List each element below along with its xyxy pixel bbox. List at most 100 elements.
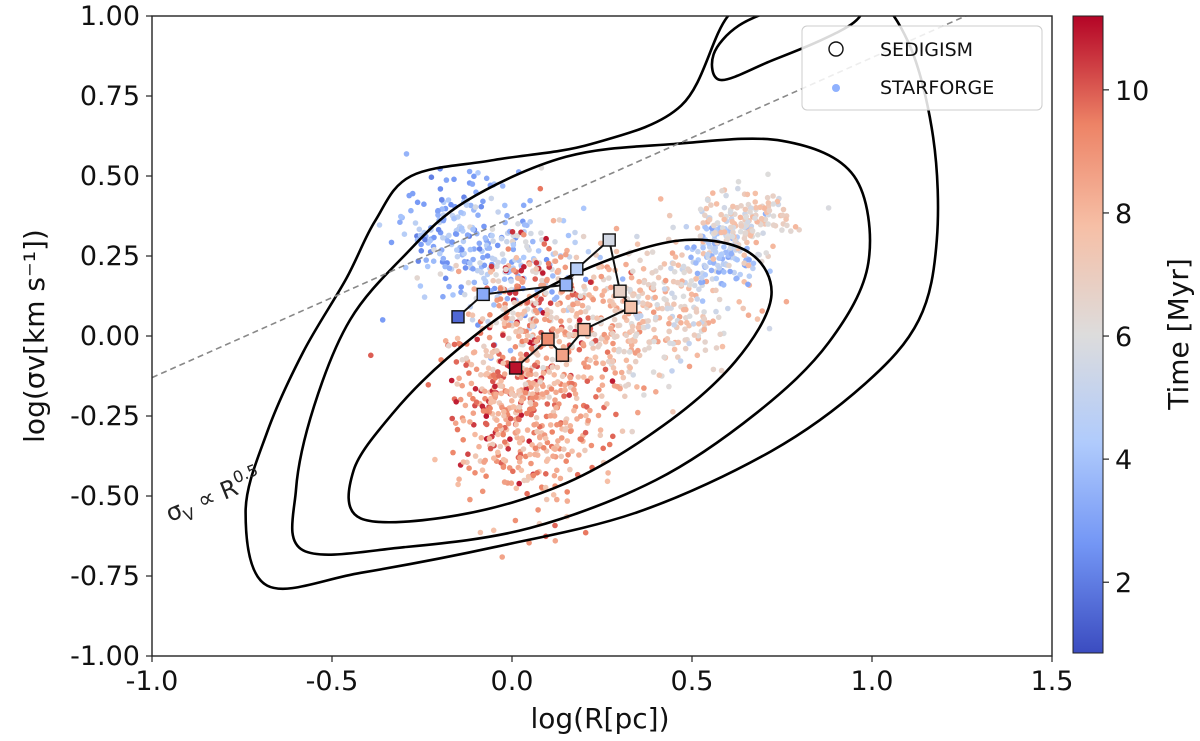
starforge-point [630,372,636,378]
colorbar-label: Time [Myr] [1162,258,1195,411]
starforge-point [572,239,578,246]
starforge-point [637,287,644,294]
starforge-point [628,342,635,348]
starforge-point [495,449,501,456]
starforge-point [699,275,705,281]
starforge-point [577,293,584,300]
starforge-point [421,294,428,300]
starforge-point [497,443,504,450]
starforge-point [825,205,832,211]
starforge-point [461,291,468,298]
starforge-point [513,485,520,492]
starforge-point [504,295,511,302]
starforge-point [607,353,613,360]
starforge-point [558,387,564,394]
starforge-point [599,292,605,299]
starforge-point [454,335,461,342]
starforge-point [454,247,460,253]
starforge-point [494,263,500,270]
starforge-point [672,254,679,260]
starforge-point [759,308,765,314]
starforge-point [592,354,599,361]
starforge-point [547,300,554,307]
track-marker [624,300,638,314]
starforge-point [664,336,671,342]
starforge-point [640,318,646,325]
starforge-point [630,292,636,299]
starforge-point [546,245,552,252]
starforge-point [575,374,582,380]
starforge-point [573,254,580,261]
starforge-point [484,370,490,377]
starforge-point [494,242,501,249]
starforge-point [412,220,419,226]
starforge-point [712,245,718,251]
starforge-point [694,225,701,231]
starforge-point [524,490,530,497]
starforge-point [596,341,603,348]
starforge-point [593,360,599,366]
starforge-point [550,492,557,498]
starforge-point [710,318,716,325]
starforge-point [483,348,490,354]
starforge-point [414,275,421,281]
starforge-point [496,302,502,309]
starforge-point [460,417,467,424]
starforge-point [505,420,512,427]
starforge-point [743,214,749,220]
starforge-point [463,362,469,368]
starforge-point [565,452,571,458]
starforge-point [783,298,790,305]
starforge-point [551,413,558,419]
starforge-point [532,276,538,282]
starforge-point [640,300,646,306]
starforge-point [703,263,709,270]
starforge-point [398,213,404,220]
starforge-point [598,336,605,342]
starforge-point [466,260,473,266]
starforge-point [499,554,506,560]
starforge-point [530,472,537,479]
starforge-point [472,453,479,459]
starforge-point [416,226,423,233]
starforge-point [515,311,521,318]
starforge-point [554,364,561,371]
starforge-point [553,389,559,396]
starforge-point [605,470,611,476]
starforge-point [539,277,545,284]
starforge-point [671,301,677,308]
starforge-point [495,410,502,417]
starforge-point [569,307,575,314]
starforge-point [527,451,533,458]
starforge-point [509,315,516,322]
starforge-point [550,217,557,224]
starforge-point [718,251,724,258]
starforge-point [713,345,720,351]
starforge-point [550,273,556,279]
starforge-point [641,385,647,391]
starforge-point [532,451,538,458]
starforge-point [478,435,485,441]
x-tick-label: -1.0 [126,666,179,697]
starforge-point [472,204,479,210]
starforge-point [479,488,486,495]
starforge-point [706,240,712,247]
starforge-point [623,383,629,389]
starforge-point [562,264,569,271]
starforge-point [669,290,675,297]
starforge-point [427,237,433,244]
starforge-point [484,253,491,259]
starforge-point [585,248,592,255]
starforge-point [704,251,711,258]
starforge-point [516,416,522,423]
starforge-point [641,279,647,286]
x-tick-label: 1.0 [851,666,894,697]
starforge-point [415,258,422,264]
starforge-point [634,233,640,240]
starforge-point [637,257,643,264]
starforge-point [583,412,589,419]
starforge-point [650,369,657,375]
starforge-point [541,241,548,247]
starforge-point [717,331,723,338]
starforge-point [691,244,697,250]
